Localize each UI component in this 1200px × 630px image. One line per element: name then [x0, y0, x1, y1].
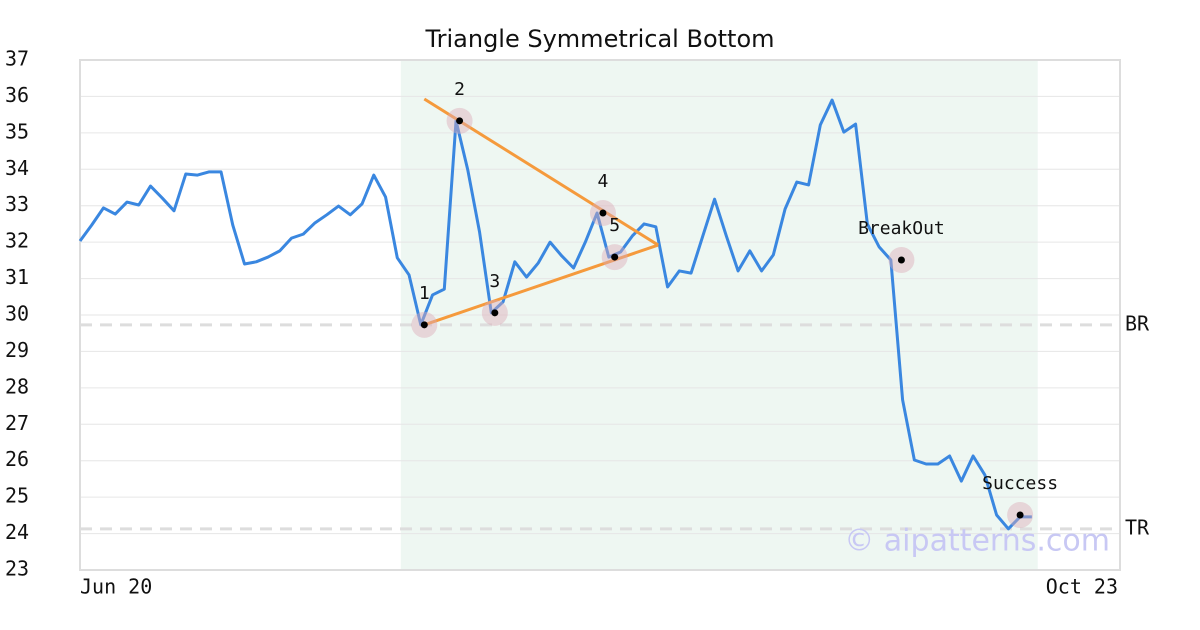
- y-tick-label: 27: [5, 411, 29, 435]
- y-tick-label: 24: [5, 520, 29, 544]
- y-tick-label: 28: [5, 374, 29, 398]
- watermark: © aipatterns.com: [844, 524, 1110, 559]
- y-tick-label: 25: [5, 484, 29, 508]
- trendline: [423, 243, 659, 327]
- pivot-dot: [420, 321, 428, 329]
- pivot-label: 1: [419, 283, 430, 304]
- pivot-label: 3: [489, 271, 500, 292]
- y-tick-label: 29: [5, 338, 29, 362]
- pivot-label: 2: [454, 79, 465, 100]
- pivot-dot: [491, 309, 499, 317]
- y-tick-label: 37: [5, 47, 29, 71]
- y-tick-label: 35: [5, 119, 29, 143]
- pivot-dot: [1016, 511, 1024, 519]
- y-tick-label: 34: [5, 156, 29, 180]
- y-tick-label: 36: [5, 83, 29, 107]
- x-tick-label: Oct 23: [1046, 575, 1118, 599]
- pivot-dot: [456, 117, 464, 125]
- y-tick-label: 30: [5, 302, 29, 326]
- reference-label: BR: [1125, 311, 1150, 335]
- reference-label: TR: [1125, 515, 1150, 539]
- y-tick-label: 31: [5, 265, 29, 289]
- pivot-dot: [897, 256, 905, 264]
- pivot-label: Success: [982, 473, 1058, 494]
- pivot-label: BreakOut: [858, 218, 945, 239]
- y-tick-label: 26: [5, 447, 29, 471]
- y-tick-label: 23: [5, 557, 29, 581]
- pivot-dot: [599, 209, 607, 217]
- price-line: [78, 98, 1032, 531]
- pivot-label: 5: [609, 215, 620, 236]
- pivot-dot: [611, 253, 619, 261]
- plot-frame: [79, 59, 1121, 571]
- chart-title: Triangle Symmetrical Bottom: [424, 25, 774, 53]
- y-tick-label: 32: [5, 229, 29, 253]
- y-tick-label: 33: [5, 192, 29, 216]
- x-tick-label: Jun 20: [80, 575, 152, 599]
- trendline: [423, 97, 659, 247]
- pivot-label: 4: [598, 171, 609, 192]
